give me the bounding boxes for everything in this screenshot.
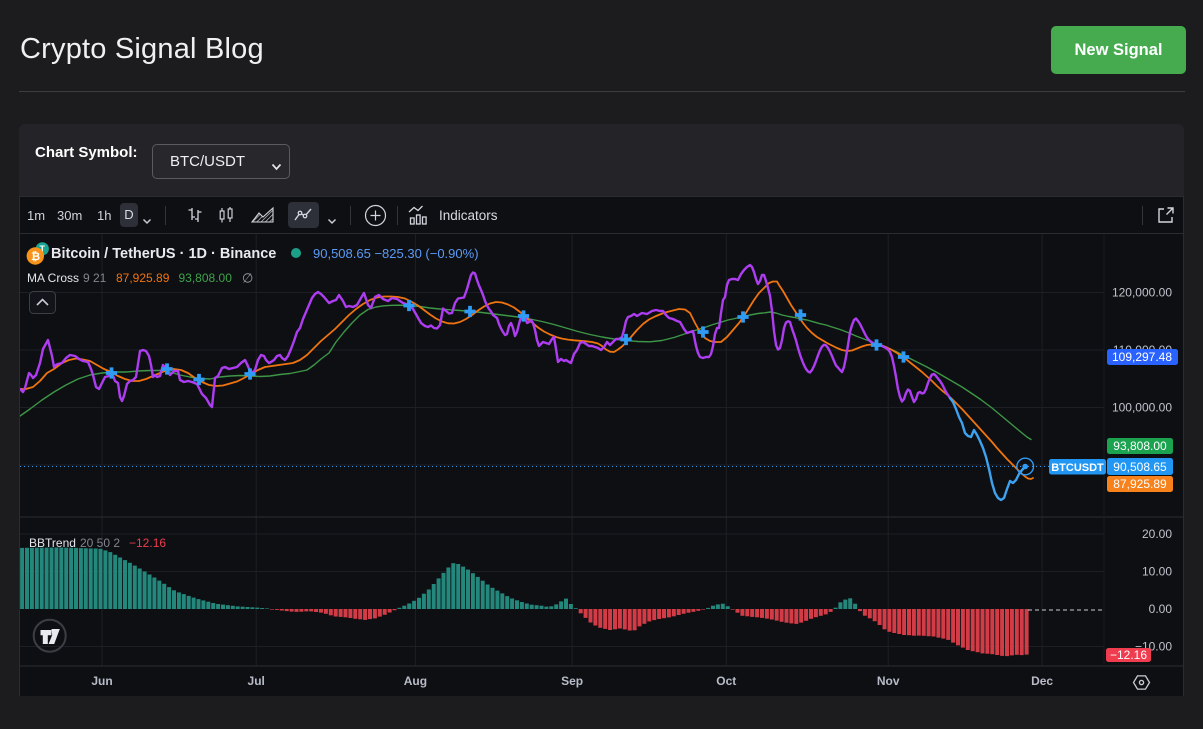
svg-text:10.00: 10.00 bbox=[1142, 565, 1172, 579]
svg-text:109,297.48: 109,297.48 bbox=[1112, 350, 1172, 364]
svg-text:∅: ∅ bbox=[242, 271, 253, 286]
svg-text:90,508.65: 90,508.65 bbox=[1113, 460, 1167, 474]
svg-text:Dec: Dec bbox=[1031, 674, 1053, 688]
svg-text:87,925.89: 87,925.89 bbox=[116, 271, 170, 285]
svg-text:₿: ₿ bbox=[31, 251, 40, 263]
svg-text:93,808.00: 93,808.00 bbox=[1113, 439, 1167, 453]
svg-text:T: T bbox=[40, 244, 46, 254]
svg-text:Nov: Nov bbox=[877, 674, 900, 688]
svg-text:93,808.00: 93,808.00 bbox=[179, 271, 233, 285]
svg-text:Aug: Aug bbox=[404, 674, 427, 688]
svg-text:100,000.00: 100,000.00 bbox=[1112, 401, 1172, 415]
svg-text:BBTrend: BBTrend bbox=[29, 536, 76, 550]
svg-text:Sep: Sep bbox=[561, 674, 583, 688]
svg-text:9 21: 9 21 bbox=[83, 271, 107, 285]
svg-text:MA Cross: MA Cross bbox=[27, 271, 79, 285]
svg-text:20 50 2: 20 50 2 bbox=[80, 536, 120, 550]
svg-text:−12.16: −12.16 bbox=[129, 536, 166, 550]
svg-text:0.00: 0.00 bbox=[1149, 602, 1173, 616]
svg-text:−12.16: −12.16 bbox=[1110, 648, 1147, 662]
svg-text:Jul: Jul bbox=[248, 674, 265, 688]
svg-text:BTCUSDT: BTCUSDT bbox=[1051, 462, 1104, 474]
svg-text:90,508.65 −825.30 (−0.90%): 90,508.65 −825.30 (−0.90%) bbox=[313, 246, 479, 261]
svg-text:Jun: Jun bbox=[91, 674, 112, 688]
svg-text:Oct: Oct bbox=[716, 674, 736, 688]
svg-text:120,000.00: 120,000.00 bbox=[1112, 286, 1172, 300]
svg-text:20.00: 20.00 bbox=[1142, 527, 1172, 541]
svg-text:Bitcoin / TetherUS · 1D · Bina: Bitcoin / TetherUS · 1D · Binance bbox=[51, 246, 276, 262]
svg-text:87,925.89: 87,925.89 bbox=[1113, 477, 1167, 491]
